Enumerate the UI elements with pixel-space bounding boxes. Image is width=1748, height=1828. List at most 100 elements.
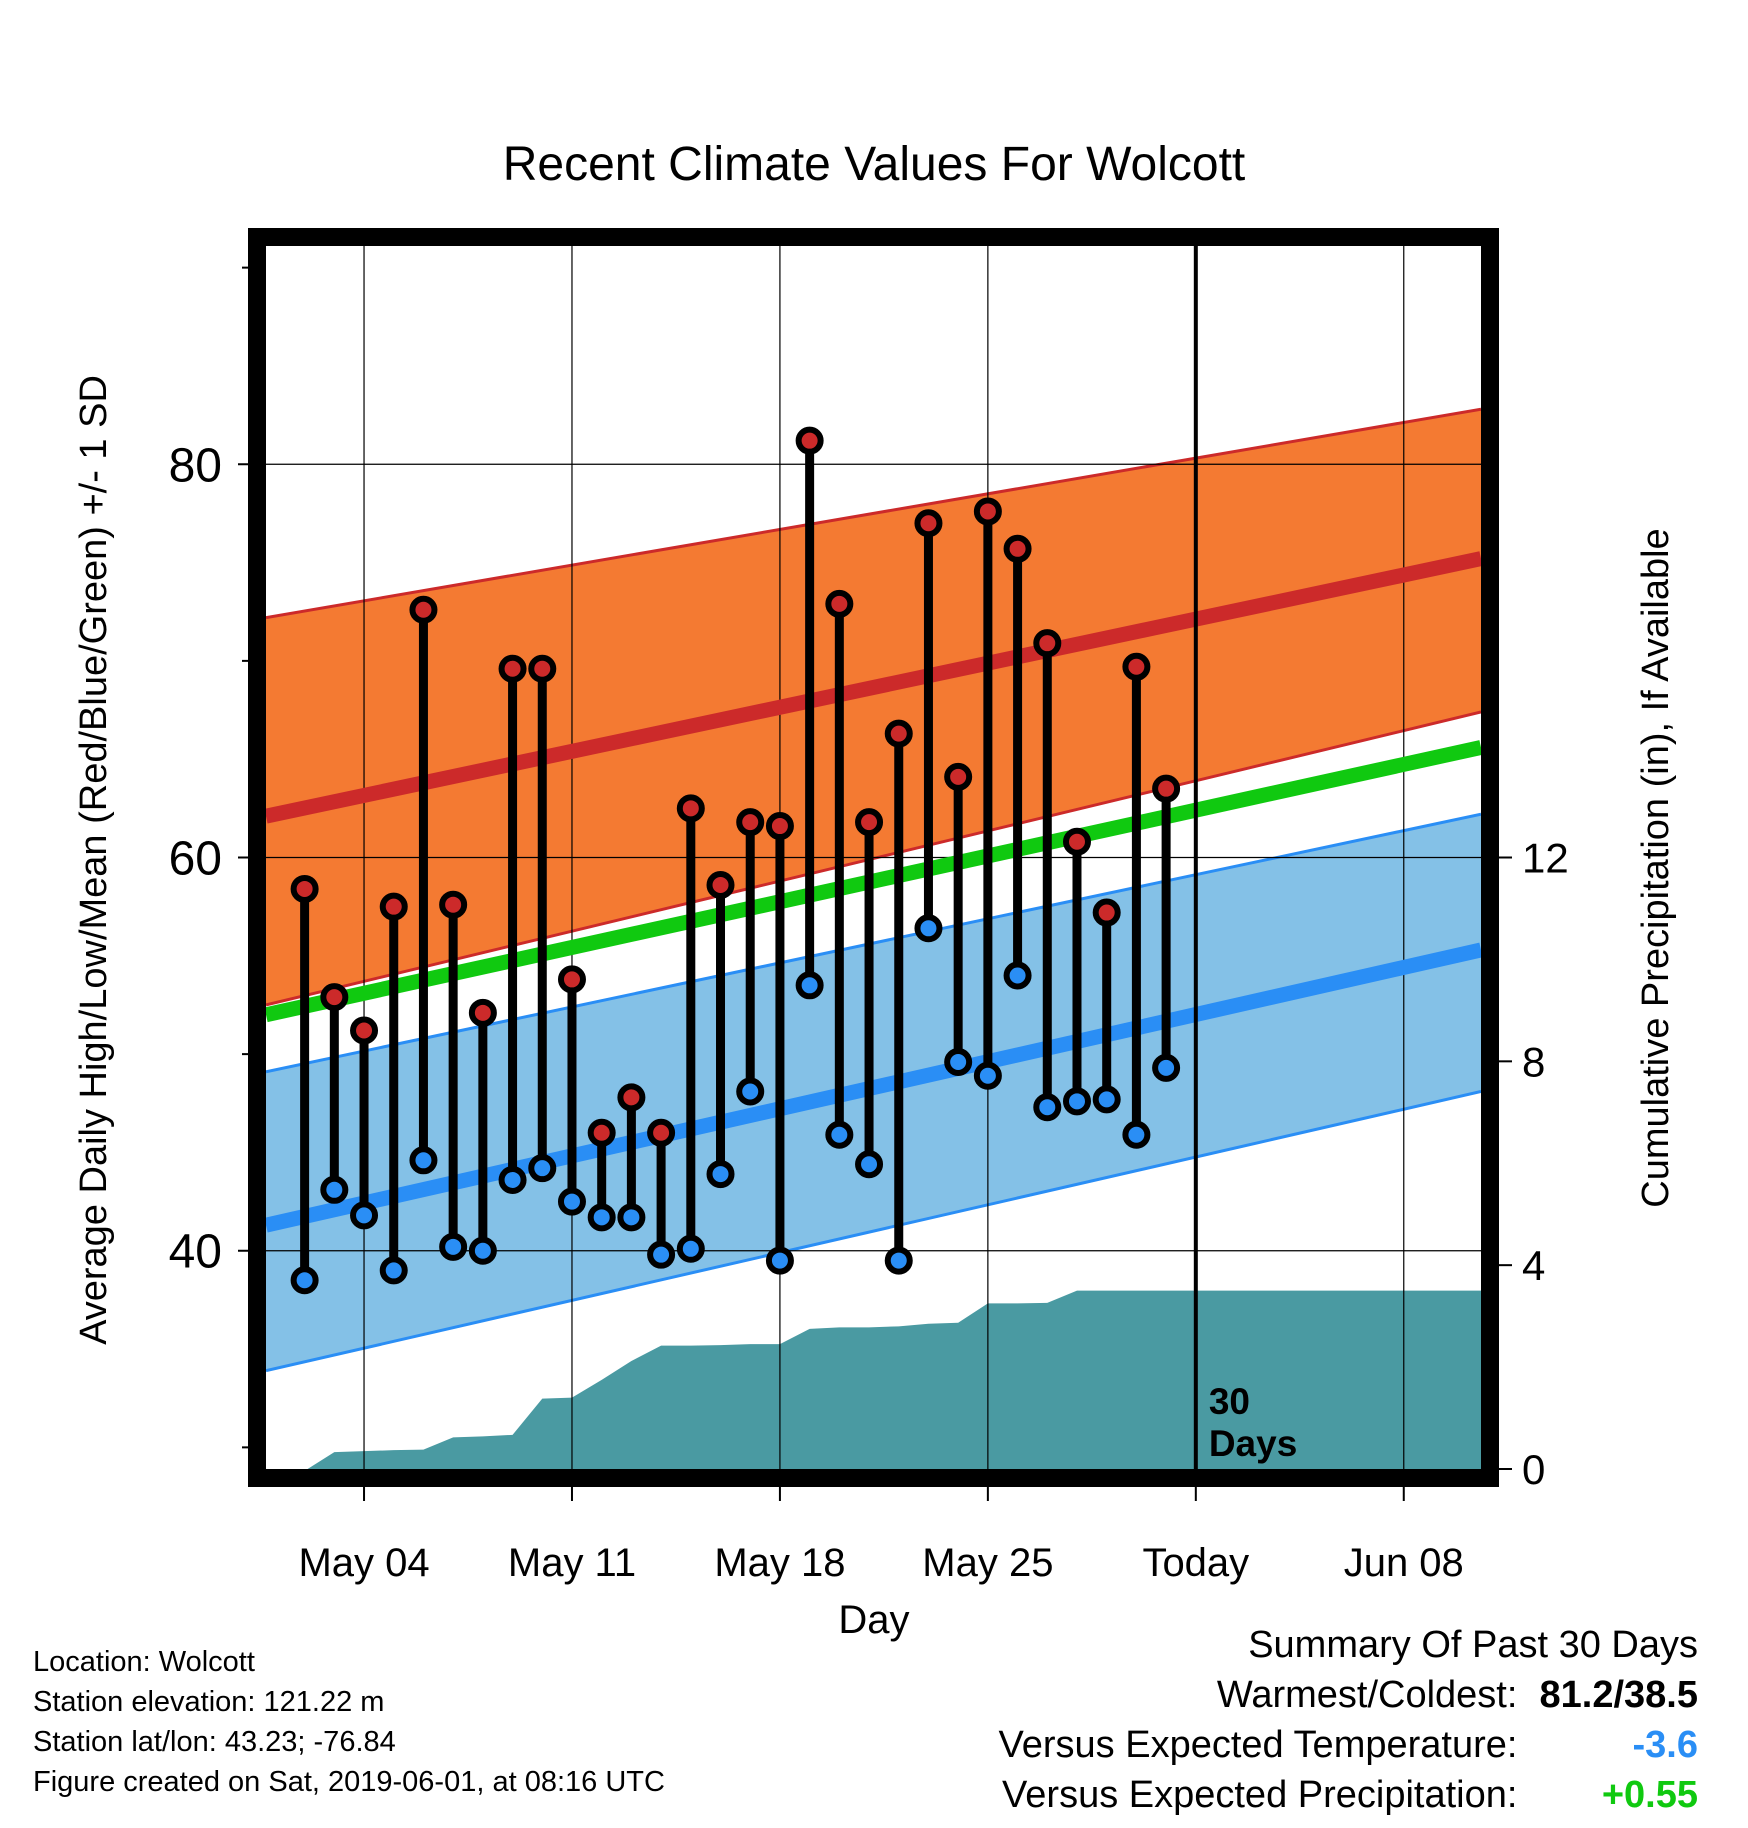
low-marker [706,1160,735,1189]
high-marker [498,654,527,683]
high-marker [1033,629,1062,658]
high-upper-line [266,407,1481,620]
high-marker [973,497,1002,526]
high-marker [676,794,705,823]
high-normal-band [266,409,1481,1005]
station-location: Location: Wolcott [33,1646,255,1678]
low-marker [1003,961,1032,990]
high-marker [736,808,765,837]
station-elevation: Station elevation: 121.22 m [33,1686,385,1718]
high-marker [1003,534,1032,563]
low-marker [468,1236,497,1265]
precip-value: +0.55 [1601,1774,1698,1816]
low-marker [855,1150,884,1179]
high-marker [557,965,586,994]
low-marker [1033,1093,1062,1122]
high-marker [1122,652,1151,681]
x-axis-label: Day [838,1598,909,1642]
plot-frame [248,228,1499,1487]
low-marker [409,1146,438,1175]
low-marker [320,1175,349,1204]
station-info: Location: Wolcott Station elevation: 121… [33,1642,665,1802]
summary-warm-cold: Warmest/Coldest: 81.2/38.5 [999,1670,1698,1720]
x-tick-label: May 11 [508,1541,636,1585]
today-label-line1: 30 [1209,1381,1250,1422]
high-marker [884,719,913,748]
y-right-tick-label: 0 [1522,1446,1545,1493]
low-lower-line [266,1090,1481,1373]
high-marker [944,762,973,791]
high-marker [617,1083,646,1112]
low-marker [498,1165,527,1194]
low-marker [1122,1120,1151,1149]
high-mean-line [266,551,1481,824]
low-marker [1092,1085,1121,1114]
warm-cold-label: Warmest/Coldest: [1216,1674,1518,1716]
low-marker [973,1061,1002,1090]
high-marker [1092,898,1121,927]
x-tick-label: May 25 [922,1541,1053,1585]
high-marker [706,871,735,900]
high-marker [379,892,408,921]
low-marker [379,1256,408,1285]
y-left-tick-label: 60 [169,833,222,886]
y-left-tick-label: 80 [169,439,222,492]
low-marker [290,1266,319,1295]
summary-panel: Summary Of Past 30 Days Warmest/Coldest:… [999,1620,1698,1820]
low-marker [647,1240,676,1269]
low-marker [765,1246,794,1275]
high-marker [914,509,943,538]
figure-created: Figure created on Sat, 2019-06-01, at 08… [33,1766,665,1798]
low-marker [350,1201,379,1230]
low-marker [439,1232,468,1261]
y-right-tick-label: 4 [1522,1242,1545,1289]
low-marker [825,1120,854,1149]
high-marker [350,1016,379,1045]
low-marker [587,1203,616,1232]
precip-label: Versus Expected Precipitation: [1002,1774,1518,1816]
low-marker [1062,1087,1091,1116]
warm-cold-value: 81.2/38.5 [1539,1674,1698,1716]
y-left-tick-label: 40 [169,1226,222,1279]
x-tick-label: May 18 [714,1541,845,1585]
temp-label: Versus Expected Temperature: [998,1724,1518,1766]
x-tick-label: May 04 [298,1541,429,1585]
low-marker [795,971,824,1000]
high-marker [468,998,497,1027]
y-right-tick-label: 12 [1522,835,1569,882]
precip-area [266,1290,1481,1469]
y-axis-left-label: Average Daily High/Low/Mean (Red/Blue/Gr… [73,375,115,1345]
station-latlon: Station lat/lon: 43.23; -76.84 [33,1726,396,1758]
high-marker [765,812,794,841]
chart-title: Recent Climate Values For Wolcott [503,138,1246,191]
today-label-line2: Days [1209,1423,1297,1464]
low-marker [914,914,943,943]
summary-heading: Summary Of Past 30 Days [1248,1624,1698,1666]
x-tick-label: Jun 08 [1344,1541,1464,1585]
low-marker [617,1203,646,1232]
high-marker [825,589,854,618]
high-marker [795,426,824,455]
high-marker [528,654,557,683]
low-marker [676,1234,705,1263]
low-marker [1152,1053,1181,1082]
x-tick-label: Today [1142,1541,1249,1585]
high-marker [647,1118,676,1147]
y-right-tick-label: 8 [1522,1038,1545,1085]
low-marker [528,1154,557,1183]
high-marker [290,874,319,903]
low-marker [944,1047,973,1076]
low-marker [884,1246,913,1275]
high-marker [587,1118,616,1147]
high-marker [1062,827,1091,856]
low-marker [557,1187,586,1216]
high-marker [409,595,438,624]
temp-value: -3.6 [1632,1724,1698,1766]
high-marker [855,808,884,837]
high-marker [1152,774,1181,803]
high-marker [439,890,468,919]
low-marker [736,1077,765,1106]
summary-precip: Versus Expected Precipitation: +0.55 [999,1770,1698,1820]
summary-temp: Versus Expected Temperature: -3.6 [999,1720,1698,1770]
